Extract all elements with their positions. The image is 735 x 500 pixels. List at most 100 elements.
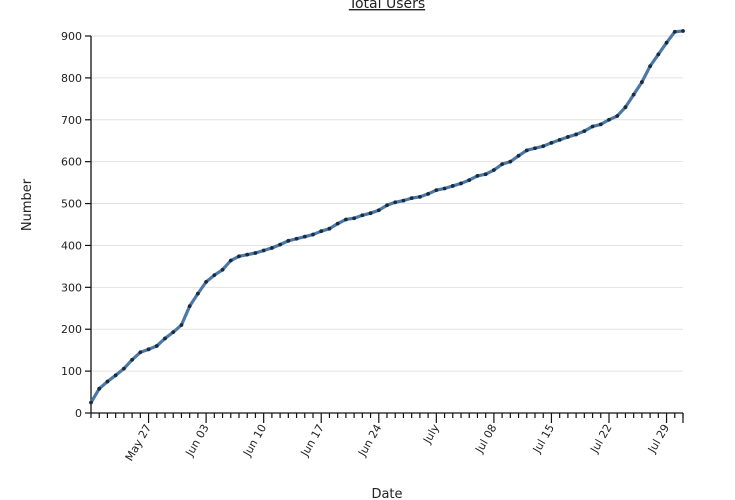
x-tick-label: May 27 (123, 422, 154, 463)
data-point (187, 304, 192, 309)
data-point (269, 246, 274, 250)
x-tick-label: Jun 24 (355, 422, 384, 459)
x-axis: May 27 Jun 03 Jun 10 Jun 17 Jun 24 July Jul 08… (90, 412, 684, 463)
y-tick-label: 300 (61, 281, 82, 294)
x-tick-label: Jul 22 (587, 422, 614, 456)
data-point (401, 198, 406, 203)
data-point (294, 236, 299, 241)
data-point (656, 52, 661, 57)
y-tick-label: 400 (61, 239, 82, 252)
data-point (450, 184, 455, 188)
data-point (121, 366, 126, 371)
data-point (212, 273, 217, 278)
data-point (681, 29, 685, 33)
data-point (615, 114, 620, 118)
y-tick-label: 0 (75, 407, 82, 420)
data-point (467, 178, 472, 182)
data-point (590, 124, 595, 129)
y-tick-label: 500 (61, 198, 82, 211)
y-tick-label: 900 (61, 30, 82, 43)
data-point (549, 140, 554, 145)
data-point (459, 181, 463, 186)
data-point (648, 64, 653, 69)
data-point (516, 153, 521, 158)
data-point (105, 379, 110, 384)
data-point (89, 400, 93, 405)
data-point (417, 194, 422, 199)
x-tick-label: Jul 08 (472, 422, 499, 456)
data-point (557, 137, 562, 142)
data-point (163, 336, 167, 341)
data-point (607, 117, 611, 122)
y-axis: 0 100 200 300 400 500 600 700 800 900 (61, 30, 92, 420)
data-point (343, 217, 348, 222)
data-point (228, 258, 233, 263)
data-point (327, 226, 332, 231)
data-point (434, 188, 439, 193)
data-point (565, 135, 570, 139)
data-point (409, 196, 414, 201)
series-line (89, 29, 685, 405)
data-point (623, 105, 628, 110)
y-tick-label: 100 (61, 365, 82, 378)
data-point (171, 330, 176, 335)
data-point (286, 238, 291, 243)
data-point (574, 132, 579, 137)
data-point (97, 386, 102, 391)
y-tick-label: 800 (61, 72, 82, 85)
x-tick-label: Jul 15 (530, 422, 557, 456)
data-point (672, 29, 677, 34)
data-point (639, 80, 644, 84)
x-tick-label: July (420, 422, 442, 447)
data-point (113, 373, 118, 378)
data-point (253, 251, 258, 255)
data-point (335, 221, 340, 226)
data-point (483, 172, 488, 177)
data-point (598, 122, 603, 127)
data-point (220, 267, 225, 272)
x-tick-label: Jul 29 (645, 422, 672, 456)
data-points (89, 29, 685, 405)
data-point (130, 357, 135, 362)
data-point (138, 350, 143, 355)
data-point (393, 200, 398, 205)
data-point (631, 92, 636, 97)
data-point (245, 252, 250, 257)
data-point (491, 168, 496, 172)
x-tick-label: Jun 03 (183, 422, 212, 459)
data-point (179, 323, 184, 327)
data-point (195, 291, 200, 296)
data-point (385, 203, 389, 208)
data-point (237, 254, 241, 259)
data-point (541, 144, 546, 149)
data-point (204, 279, 209, 284)
data-point (360, 213, 365, 218)
data-point (368, 211, 373, 216)
data-point (524, 148, 529, 153)
chart-title: Total Users (348, 0, 425, 12)
data-point (533, 146, 537, 151)
data-point (146, 347, 151, 352)
y-tick-label: 200 (61, 323, 82, 336)
data-point (376, 208, 381, 213)
data-point (475, 174, 480, 178)
data-point (582, 129, 587, 133)
data-point (426, 192, 431, 196)
y-tick-label: 600 (61, 156, 82, 169)
data-point (261, 248, 266, 253)
data-point (319, 229, 324, 234)
x-tick-label: Jun 17 (298, 422, 327, 459)
data-point (311, 232, 315, 237)
data-point (442, 186, 447, 191)
data-point (664, 40, 669, 45)
y-axis-label: Number (20, 178, 35, 231)
y-tick-label: 700 (61, 114, 82, 127)
data-point (352, 216, 357, 221)
x-axis-label: Date (371, 487, 402, 500)
x-tick-label: Jun 10 (240, 422, 269, 459)
data-point (302, 234, 307, 239)
data-point (278, 242, 283, 247)
data-point (508, 159, 513, 164)
data-point (154, 344, 159, 348)
